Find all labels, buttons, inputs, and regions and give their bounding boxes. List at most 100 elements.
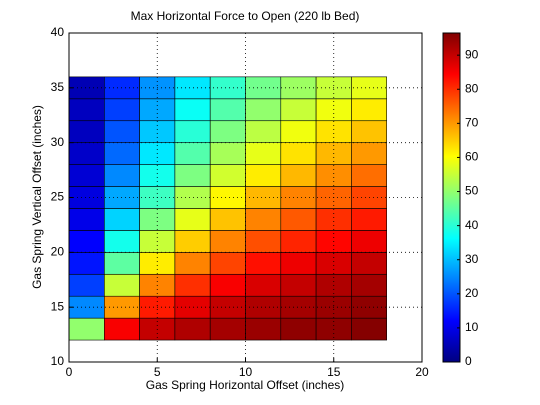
heatmap-cell: [174, 120, 211, 143]
heatmap-cell: [68, 98, 105, 122]
heatmap-cell: [139, 252, 176, 275]
heatmap-cell: [174, 98, 211, 122]
x-tick-label: 15: [327, 365, 341, 379]
x-axis-label: Gas Spring Horizontal Offset (inches): [146, 378, 345, 392]
heatmap-cell: [351, 208, 387, 231]
heatmap-cell: [209, 230, 246, 253]
heatmap-cell: [245, 164, 282, 187]
heatmap-cell: [280, 76, 317, 100]
heatmap-cell: [280, 295, 317, 319]
heatmap-cell: [209, 295, 246, 319]
heatmap-cell: [209, 76, 246, 100]
heatmap-cell: [351, 252, 387, 275]
heatmap-cell: [351, 98, 387, 122]
heatmap-cell: [245, 295, 282, 319]
heatmap-cell: [139, 164, 176, 187]
heatmap-cell: [174, 273, 211, 297]
heatmap-cell: [174, 252, 211, 275]
y-axis-label: Gas Spring Vertical Offset (inches): [30, 105, 44, 289]
colorbar-tick-label: 20: [465, 286, 479, 300]
colorbar-tick-label: 10: [465, 320, 479, 334]
heatmap-cell: [104, 142, 140, 165]
colorbar-tick-label: 90: [465, 47, 479, 61]
heatmap-cell: [245, 273, 282, 297]
chart-title: Max Horizontal Force to Open (220 lb Bed…: [131, 9, 360, 23]
heatmap-cell: [68, 252, 105, 275]
heatmap-cell: [68, 317, 105, 341]
heatmap-cell: [209, 208, 246, 231]
heatmap-cell: [280, 164, 317, 187]
heatmap-cell: [104, 164, 140, 187]
heatmap-cell: [351, 142, 387, 165]
y-tick-label: 30: [51, 135, 65, 149]
colorbar: [442, 32, 461, 363]
colorbar-tick-label: 80: [465, 81, 479, 95]
heatmap-cell: [280, 230, 317, 253]
heatmap-cell: [104, 208, 140, 231]
heatmap-cell: [104, 120, 140, 143]
heatmap-cell: [351, 230, 387, 253]
heatmap-cell: [280, 98, 317, 122]
colorbar-tick-label: 50: [465, 184, 479, 198]
colorbar-tick-label: 30: [465, 252, 479, 266]
heatmap-cell: [68, 120, 105, 143]
plot-frame: [68, 32, 423, 363]
heatmap-cell: [245, 252, 282, 275]
x-tick-label: 0: [66, 365, 73, 379]
y-tick-label: 40: [51, 25, 65, 39]
colorbar-tick-label: 60: [465, 150, 479, 164]
heatmap-cell: [209, 186, 246, 209]
heatmap-cell: [315, 164, 352, 187]
heatmap-cell: [280, 273, 317, 297]
heatmap-cell: [245, 317, 282, 341]
heatmap-cell: [68, 273, 105, 297]
heatmap-cell: [315, 208, 352, 231]
heatmap-cell: [68, 295, 105, 319]
heatmap-cell: [245, 230, 282, 253]
heatmap-cell: [174, 186, 211, 209]
heatmap-cell: [104, 273, 140, 297]
heatmap-cell: [174, 142, 211, 165]
heatmap-cell: [139, 120, 176, 143]
heatmap-cell: [68, 230, 105, 253]
heatmap-cell: [280, 317, 317, 341]
heatmap-cell: [68, 208, 105, 231]
heatmap-cell: [280, 186, 317, 209]
heatmap-cell: [104, 98, 140, 122]
heatmap-cell: [209, 252, 246, 275]
y-tick-label: 35: [51, 80, 65, 94]
heatmap-cell: [68, 164, 105, 187]
heatmap-cell: [68, 186, 105, 209]
heatmap-cell: [174, 230, 211, 253]
heatmap-cell: [351, 164, 387, 187]
heatmap-cell: [174, 76, 211, 100]
heatmap-cell: [280, 120, 317, 143]
heatmap-cell: [280, 208, 317, 231]
heatmap-cell: [351, 120, 387, 143]
heatmap-cell: [174, 164, 211, 187]
heatmap-cell: [245, 76, 282, 100]
x-tick-label: 20: [415, 365, 429, 379]
heatmap-cell: [68, 76, 105, 100]
heatmap-cell: [351, 273, 387, 297]
y-tick-label: 10: [51, 354, 65, 368]
heatmap-cell: [209, 142, 246, 165]
heatmap-cell: [104, 230, 140, 253]
heatmap-cell: [245, 186, 282, 209]
heatmap-cell: [315, 120, 352, 143]
heatmap-cell: [280, 142, 317, 165]
heatmap-cell: [104, 317, 140, 341]
heatmap-cell: [104, 252, 140, 275]
heatmap-cell: [68, 142, 105, 165]
heatmap-cell: [174, 295, 211, 319]
heatmap-cell: [209, 164, 246, 187]
heatmap-cell: [209, 317, 246, 341]
heatmap-cell: [245, 142, 282, 165]
y-tick-label: 15: [51, 299, 65, 313]
heatmap-cell: [315, 252, 352, 275]
x-tick-label: 5: [154, 365, 161, 379]
heatmap-cell: [209, 98, 246, 122]
y-tick-label: 20: [51, 245, 65, 259]
heatmap-cell: [174, 208, 211, 231]
heatmap-cell: [209, 273, 246, 297]
